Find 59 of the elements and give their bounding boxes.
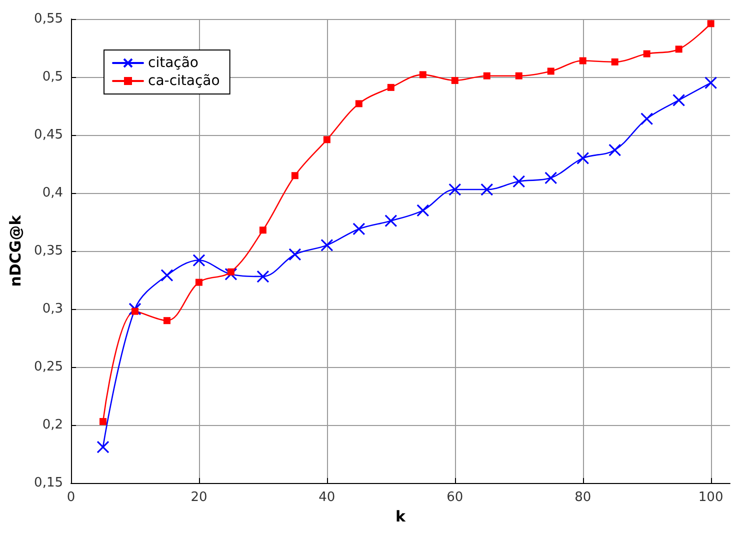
y-tick-label: 0,3 — [42, 302, 63, 316]
point — [352, 222, 366, 236]
point — [640, 112, 654, 126]
y-tick-label: 0,55 — [34, 12, 63, 26]
point — [547, 68, 554, 75]
point — [131, 308, 138, 315]
point — [288, 248, 302, 261]
y-tick-label: 0,25 — [34, 360, 63, 374]
x-tick-label: 100 — [698, 490, 724, 505]
point — [163, 317, 170, 324]
point — [419, 71, 426, 78]
point — [675, 46, 682, 53]
x-tick-label: 20 — [190, 490, 208, 505]
x-tick-label: 0 — [66, 490, 76, 505]
point — [515, 72, 522, 80]
point — [387, 84, 394, 91]
x-tick-label: 40 — [318, 490, 336, 505]
point — [320, 238, 334, 252]
y-tick-label: 0,2 — [42, 418, 63, 432]
point — [512, 175, 526, 188]
point — [256, 270, 270, 283]
x-tick-label: 80 — [574, 490, 592, 505]
y-tick-label: 0,4 — [42, 186, 63, 200]
legend-label: ca-citação — [148, 73, 220, 89]
point — [611, 58, 618, 66]
point — [707, 20, 714, 28]
point — [448, 183, 462, 196]
x-axis-title: k — [396, 508, 407, 526]
point — [195, 278, 202, 286]
y-tick-label: 0,15 — [34, 476, 63, 490]
legend-label: citação — [148, 55, 198, 71]
point — [544, 172, 558, 184]
y-tick-label: 0,35 — [34, 244, 63, 258]
point — [576, 152, 590, 164]
point — [416, 204, 430, 217]
point — [160, 269, 174, 282]
point — [483, 72, 490, 80]
point — [96, 440, 110, 454]
point — [192, 254, 206, 267]
point — [608, 144, 622, 156]
point — [227, 268, 234, 276]
point — [672, 94, 686, 106]
point — [259, 226, 266, 234]
point — [355, 100, 362, 108]
point — [384, 214, 398, 228]
point — [643, 50, 650, 58]
y-tick-label: 0,5 — [42, 70, 63, 84]
point — [128, 302, 142, 316]
x-tick-label: 60 — [446, 490, 464, 505]
point — [323, 136, 330, 144]
point — [224, 268, 238, 280]
point — [99, 418, 106, 426]
point — [291, 172, 298, 180]
y-tick-label: 0,45 — [34, 128, 63, 142]
point — [579, 57, 586, 64]
point — [451, 76, 458, 84]
y-axis-title: nDCG@k — [6, 214, 24, 287]
point — [704, 76, 718, 90]
point — [480, 183, 494, 196]
